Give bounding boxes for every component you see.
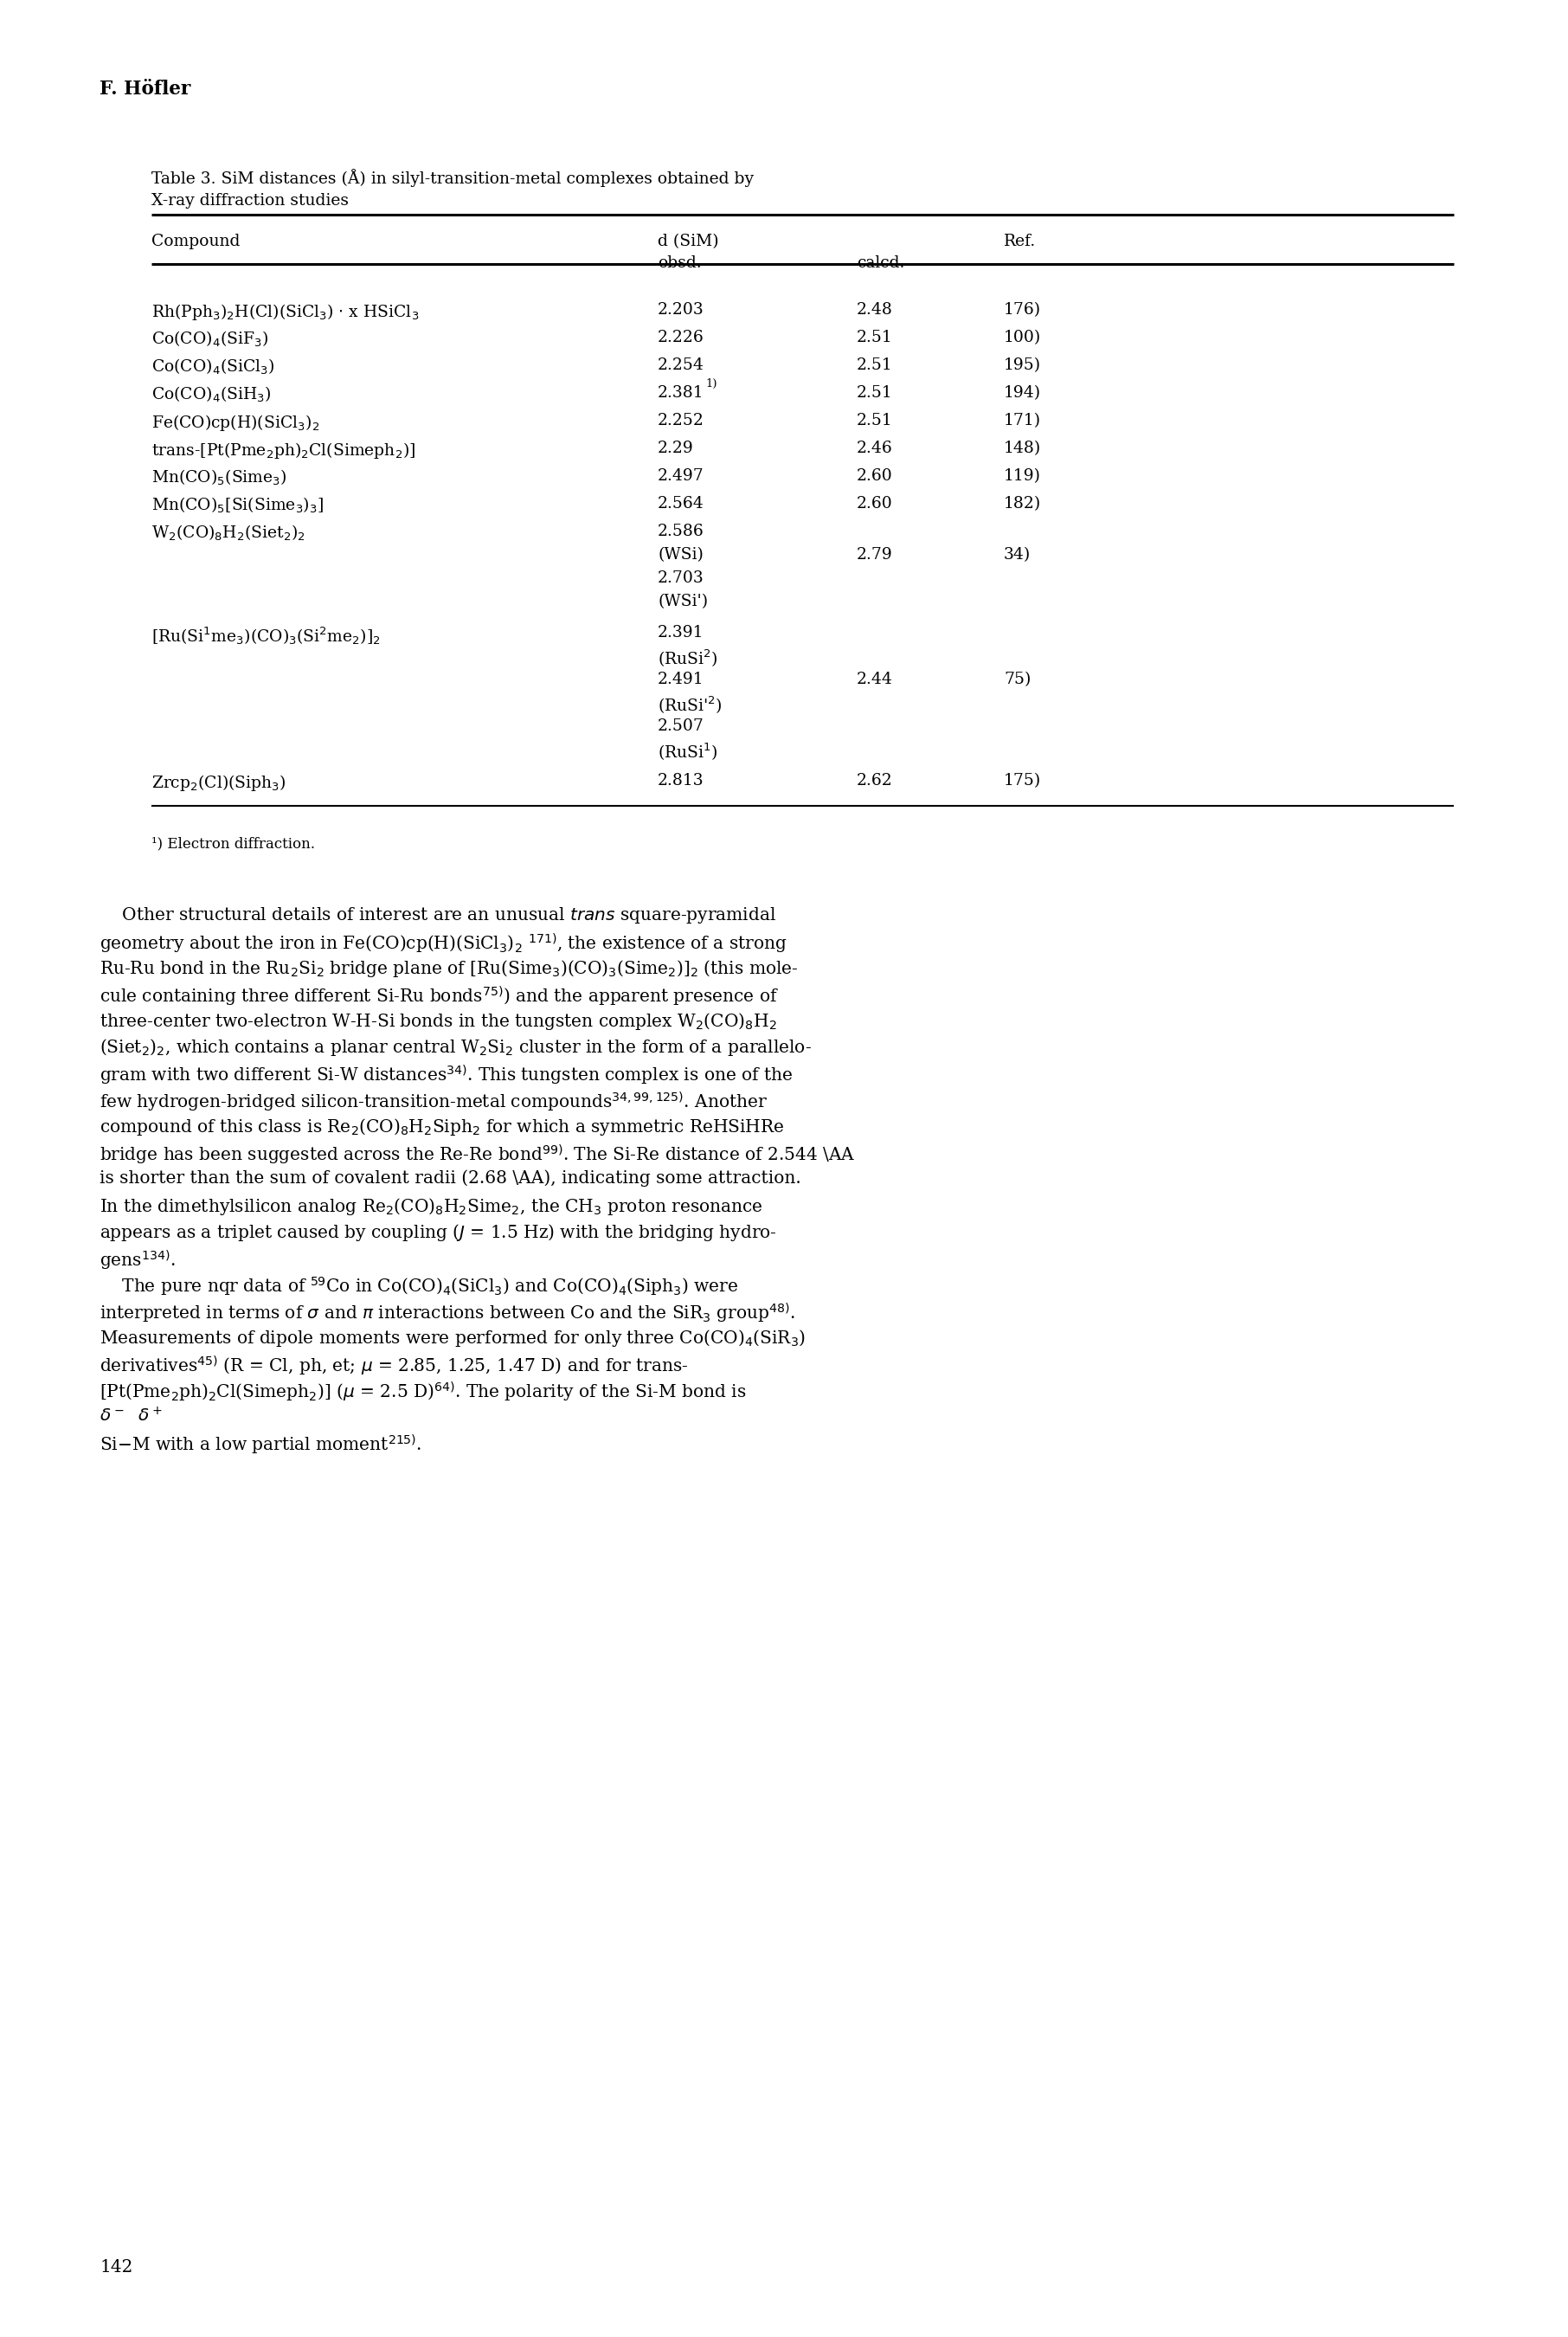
Text: Co(CO)$_4$(SiCl$_3$): Co(CO)$_4$(SiCl$_3$) (152, 358, 274, 376)
Text: (RuSi'$^2$): (RuSi'$^2$) (657, 694, 723, 715)
Text: 171): 171) (1004, 414, 1041, 428)
Text: 2.60: 2.60 (856, 495, 892, 512)
Text: three-center two-electron W-H-Si bonds in the tungsten complex W$_2$(CO)$_8$H$_2: three-center two-electron W-H-Si bonds i… (99, 1012, 776, 1031)
Text: is shorter than the sum of covalent radii (2.68 \AA), indicating some attraction: is shorter than the sum of covalent radi… (99, 1168, 801, 1187)
Text: 2.51: 2.51 (856, 358, 892, 374)
Text: Ru-Ru bond in the Ru$_2$Si$_2$ bridge plane of [Ru(Sime$_3$)(CO)$_3$(Sime$_2$)]$: Ru-Ru bond in the Ru$_2$Si$_2$ bridge pl… (99, 958, 798, 979)
Text: 182): 182) (1004, 495, 1041, 512)
Text: W$_2$(CO)$_8$H$_2$(Siet$_2$)$_2$: W$_2$(CO)$_8$H$_2$(Siet$_2$)$_2$ (152, 523, 306, 542)
Text: Measurements of dipole moments were performed for only three Co(CO)$_4$(SiR$_3$): Measurements of dipole moments were perf… (99, 1327, 806, 1348)
Text: 2.51: 2.51 (856, 414, 892, 428)
Text: 34): 34) (1004, 547, 1030, 563)
Text: 175): 175) (1004, 774, 1041, 788)
Text: 2.29: 2.29 (657, 442, 693, 456)
Text: Fe(CO)cp(H)(SiCl$_3$)$_2$: Fe(CO)cp(H)(SiCl$_3$)$_2$ (152, 414, 320, 432)
Text: $\delta^-$  $\delta^+$: $\delta^-$ $\delta^+$ (99, 1407, 163, 1426)
Text: F. Höfler: F. Höfler (99, 79, 191, 98)
Text: ¹) Electron diffraction.: ¹) Electron diffraction. (152, 837, 315, 851)
Text: (WSi'): (WSi') (657, 594, 709, 610)
Text: gram with two different Si-W distances$^{34)}$. This tungsten complex is one of : gram with two different Si-W distances$^… (99, 1063, 793, 1087)
Text: 2.44: 2.44 (856, 671, 892, 687)
Text: 2.60: 2.60 (856, 467, 892, 484)
Text: Si$-$M with a low partial moment$^{215)}$.: Si$-$M with a low partial moment$^{215)}… (99, 1433, 422, 1456)
Text: 148): 148) (1004, 442, 1041, 456)
Text: 75): 75) (1004, 671, 1030, 687)
Text: 2.491: 2.491 (657, 671, 704, 687)
Text: 2.497: 2.497 (657, 467, 704, 484)
Text: obsd.: obsd. (657, 255, 701, 271)
Text: Co(CO)$_4$(SiH$_3$): Co(CO)$_4$(SiH$_3$) (152, 386, 271, 404)
Text: 195): 195) (1004, 358, 1041, 374)
Text: 142: 142 (99, 2260, 133, 2276)
Text: bridge has been suggested across the Re-Re bond$^{99)}$. The Si-Re distance of 2: bridge has been suggested across the Re-… (99, 1143, 855, 1166)
Text: 2.564: 2.564 (657, 495, 704, 512)
Text: derivatives$^{45)}$ (R = Cl, ph, et; $\mu$ = 2.85, 1.25, 1.47 D) and for trans-: derivatives$^{45)}$ (R = Cl, ph, et; $\m… (99, 1353, 688, 1379)
Text: (WSi): (WSi) (657, 547, 704, 563)
Text: 2.226: 2.226 (657, 330, 704, 346)
Text: Co(CO)$_4$(SiF$_3$): Co(CO)$_4$(SiF$_3$) (152, 330, 268, 348)
Text: compound of this class is Re$_2$(CO)$_8$H$_2$Siph$_2$ for which a symmetric ReHS: compound of this class is Re$_2$(CO)$_8$… (99, 1117, 784, 1138)
Text: Mn(CO)$_5$(Sime$_3$): Mn(CO)$_5$(Sime$_3$) (152, 467, 287, 488)
Text: 100): 100) (1004, 330, 1041, 346)
Text: 2.62: 2.62 (856, 774, 892, 788)
Text: X-ray diffraction studies: X-ray diffraction studies (152, 194, 348, 208)
Text: Other structural details of interest are an unusual $\mathit{trans}$ square-pyra: Other structural details of interest are… (99, 904, 776, 925)
Text: 2.48: 2.48 (856, 301, 892, 318)
Text: (Siet$_2$)$_2$, which contains a planar central W$_2$Si$_2$ cluster in the form : (Siet$_2$)$_2$, which contains a planar … (99, 1038, 812, 1059)
Text: Zrcp$_2$(Cl)(Siph$_3$): Zrcp$_2$(Cl)(Siph$_3$) (152, 774, 287, 792)
Text: 176): 176) (1004, 301, 1041, 318)
Text: (RuSi$^2$): (RuSi$^2$) (657, 647, 718, 668)
Text: 1): 1) (706, 379, 717, 390)
Text: 2.252: 2.252 (657, 414, 704, 428)
Text: 2.254: 2.254 (657, 358, 704, 374)
Text: [Pt(Pme$_2$ph)$_2$Cl(Simeph$_2$)] ($\mu$ = 2.5 D)$^{64)}$. The polarity of the S: [Pt(Pme$_2$ph)$_2$Cl(Simeph$_2$)] ($\mu$… (99, 1381, 746, 1405)
Text: geometry about the iron in Fe(CO)cp(H)(SiCl$_3$)$_2$ $^{171)}$, the existence of: geometry about the iron in Fe(CO)cp(H)(S… (99, 932, 787, 956)
Text: appears as a triplet caused by coupling ($J$ = 1.5 Hz) with the bridging hydro-: appears as a triplet caused by coupling … (99, 1222, 776, 1243)
Text: calcd.: calcd. (856, 255, 905, 271)
Text: 194): 194) (1004, 386, 1041, 400)
Text: few hydrogen-bridged silicon-transition-metal compounds$^{34, 99, 125)}$. Anothe: few hydrogen-bridged silicon-transition-… (99, 1089, 768, 1115)
Text: 2.46: 2.46 (856, 442, 892, 456)
Text: 2.391: 2.391 (657, 624, 704, 640)
Text: Mn(CO)$_5$[Si(Sime$_3$)$_3$]: Mn(CO)$_5$[Si(Sime$_3$)$_3$] (152, 495, 323, 514)
Text: 2.703: 2.703 (657, 570, 704, 587)
Text: Ref.: Ref. (1004, 234, 1036, 250)
Text: The pure nqr data of $^{59}$Co in Co(CO)$_4$(SiCl$_3$) and Co(CO)$_4$(Siph$_3$) : The pure nqr data of $^{59}$Co in Co(CO)… (99, 1276, 739, 1297)
Text: gens$^{134)}$.: gens$^{134)}$. (99, 1248, 176, 1271)
Text: cule containing three different Si-Ru bonds$^{75)}$) and the apparent presence o: cule containing three different Si-Ru bo… (99, 984, 779, 1007)
Text: 2.79: 2.79 (856, 547, 892, 563)
Text: Compound: Compound (152, 234, 240, 250)
Text: 2.586: 2.586 (657, 523, 704, 540)
Text: d (SiM): d (SiM) (657, 234, 718, 250)
Text: trans-[Pt(Pme$_2$ph)$_2$Cl(Simeph$_2$)]: trans-[Pt(Pme$_2$ph)$_2$Cl(Simeph$_2$)] (152, 442, 416, 460)
Text: interpreted in terms of $\sigma$ and $\pi$ interactions between Co and the SiR$_: interpreted in terms of $\sigma$ and $\p… (99, 1302, 795, 1325)
Text: 119): 119) (1004, 467, 1041, 484)
Text: 2.51: 2.51 (856, 386, 892, 400)
Text: 2.507: 2.507 (657, 717, 704, 734)
Text: In the dimethylsilicon analog Re$_2$(CO)$_8$H$_2$Sime$_2$, the CH$_3$ proton res: In the dimethylsilicon analog Re$_2$(CO)… (99, 1197, 764, 1218)
Text: (RuSi$^1$): (RuSi$^1$) (657, 741, 718, 762)
Text: [Ru(Si$^1$me$_3$)(CO)$_3$(Si$^2$me$_2$)]$_2$: [Ru(Si$^1$me$_3$)(CO)$_3$(Si$^2$me$_2$)]… (152, 624, 381, 647)
Text: Table 3. SiM distances (Å) in silyl-transition-metal complexes obtained by: Table 3. SiM distances (Å) in silyl-tran… (152, 168, 754, 187)
Text: 2.51: 2.51 (856, 330, 892, 346)
Text: 2.381: 2.381 (657, 386, 704, 400)
Text: Rh(Pph$_3$)$_2$H(Cl)(SiCl$_3$) $\cdot$ x HSiCl$_3$: Rh(Pph$_3$)$_2$H(Cl)(SiCl$_3$) $\cdot$ x… (152, 301, 419, 323)
Text: 2.203: 2.203 (657, 301, 704, 318)
Text: 2.813: 2.813 (657, 774, 704, 788)
